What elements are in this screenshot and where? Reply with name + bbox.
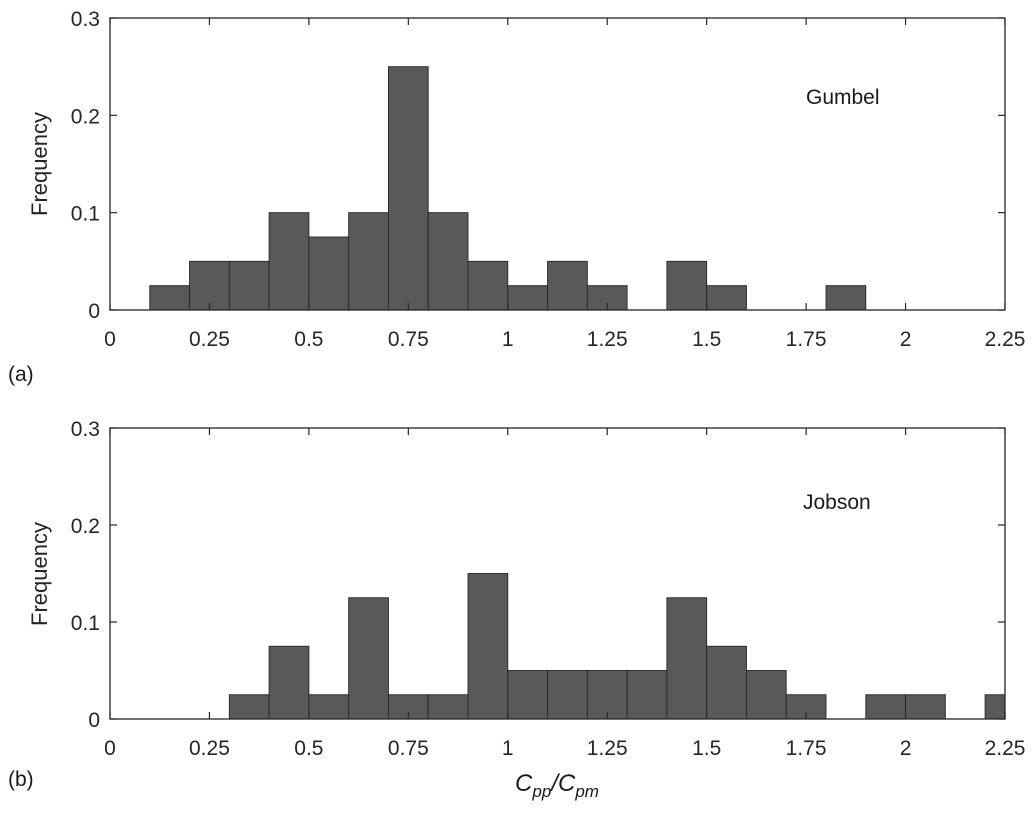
panel-b-label: (b) bbox=[8, 768, 34, 791]
panel-b-bar-9 bbox=[586, 670, 628, 719]
panel-a-bar-14 bbox=[825, 285, 867, 310]
panel-b-bar-7 bbox=[507, 670, 549, 719]
panel-b-x-tick-label-1: 0.25 bbox=[189, 737, 230, 760]
panel-a-bar-1 bbox=[189, 260, 230, 310]
panel-b-series-annotation: Jobson bbox=[803, 491, 871, 514]
panel-a-x-tick-labels: 0 0.25 0.5 0.75 1 1.25 1.5 1.75 2 2.25 bbox=[104, 328, 1025, 351]
panel-b-y-tick-labels: 0 0.1 0.2 0.3 bbox=[71, 418, 100, 732]
panel-b-axes-frame bbox=[109, 427, 1006, 720]
panel-a-bar-6 bbox=[387, 66, 429, 310]
panel-b-y-tick-label-0: 0 bbox=[88, 709, 100, 732]
panel-a-bar-12 bbox=[666, 260, 708, 310]
panel-b-y-tick-label-2: 0.2 bbox=[71, 515, 100, 538]
panel-b-bar-12 bbox=[706, 645, 747, 719]
panel-b-bars bbox=[228, 573, 1005, 719]
panel-b-y-axis-label: Frequency bbox=[27, 522, 52, 626]
panel-a-y-tick-labels: 0 0.1 0.2 0.3 bbox=[71, 8, 100, 323]
panel-b-bar-8 bbox=[547, 670, 588, 719]
panel-b-x-tick-label-2: 0.5 bbox=[294, 737, 323, 760]
panel-a-x-tick-label-0: 0 bbox=[104, 328, 116, 351]
panel-a-x-tick-label-2: 0.5 bbox=[294, 328, 323, 351]
panel-a-bar-13 bbox=[706, 285, 747, 310]
panel-b-ticks bbox=[109, 427, 1006, 720]
panel-b-jobson-histogram: 0 0.25 0.5 0.75 1 1.25 1.5 1.75 2 2.25 0 0.1 0.2 0.3… bbox=[8, 418, 1025, 801]
panel-a-y-tick-label-0: 0 bbox=[88, 300, 100, 323]
panel-b-x-tick-label-8: 2 bbox=[900, 737, 912, 760]
panel-a-gumbel-histogram: 0 0.25 0.5 0.75 1 1.25 1.5 1.75 2 2.25 0 0.1 0.2 0.3… bbox=[8, 8, 1025, 386]
panel-a-x-tick-label-6: 1.5 bbox=[692, 328, 721, 351]
panel-b-bar-13 bbox=[745, 670, 787, 719]
panel-a-bar-8 bbox=[467, 260, 509, 310]
panel-a-x-tick-label-1: 0.25 bbox=[189, 328, 230, 351]
panel-a-axes-frame bbox=[109, 17, 1006, 311]
panel-b-x-tick-labels: 0 0.25 0.5 0.75 1 1.25 1.5 1.75 2 2.25 bbox=[104, 737, 1025, 760]
panel-b-bar-1 bbox=[268, 645, 310, 719]
panel-b-x-tick-label-9: 2.25 bbox=[985, 737, 1026, 760]
panel-b-bar-3 bbox=[348, 597, 389, 719]
panel-b-x-tick-label-7: 1.75 bbox=[786, 737, 827, 760]
panel-a-series-annotation: Gumbel bbox=[806, 86, 880, 109]
panel-a-bar-3 bbox=[268, 212, 310, 310]
panel-b-bar-10 bbox=[626, 670, 668, 719]
panel-b-bar-15 bbox=[865, 694, 907, 719]
panel-b-x-axis-label: Cpp/Cpm bbox=[515, 770, 599, 801]
panel-a-bar-2 bbox=[228, 260, 270, 310]
panel-a-bar-0 bbox=[149, 285, 191, 310]
panel-a-x-tick-label-5: 1.25 bbox=[587, 328, 628, 351]
panel-b-bar-5 bbox=[427, 694, 469, 719]
panel-b-bar-0 bbox=[228, 694, 270, 719]
panel-a-bar-4 bbox=[308, 236, 350, 310]
panel-b-x-tick-label-6: 1.5 bbox=[692, 737, 721, 760]
panel-a-bar-7 bbox=[427, 212, 469, 310]
panel-b-bar-6 bbox=[467, 573, 509, 719]
panel-a-y-tick-label-1: 0.1 bbox=[71, 203, 100, 226]
panel-a-ticks bbox=[109, 17, 1006, 311]
panel-b-bar-2 bbox=[308, 694, 350, 719]
panel-a-bar-9 bbox=[507, 285, 549, 310]
panel-b-bar-16 bbox=[905, 694, 946, 719]
panel-b-y-tick-label-3: 0.3 bbox=[71, 418, 100, 441]
panel-a-bars bbox=[149, 66, 867, 310]
panel-b-x-tick-label-3: 0.75 bbox=[388, 737, 429, 760]
panel-a-x-tick-label-7: 1.75 bbox=[786, 328, 827, 351]
panel-a-y-tick-label-3: 0.3 bbox=[71, 8, 100, 31]
panel-b-bar-11 bbox=[666, 597, 708, 719]
panel-b-x-tick-label-4: 1 bbox=[502, 737, 514, 760]
panel-b-x-tick-label-5: 1.25 bbox=[587, 737, 628, 760]
panel-a-label: (a) bbox=[8, 363, 34, 386]
panel-b-x-tick-label-0: 0 bbox=[104, 737, 116, 760]
panel-a-y-axis-label: Frequency bbox=[27, 112, 52, 216]
panel-a-x-tick-label-8: 2 bbox=[900, 328, 912, 351]
panel-a-bar-5 bbox=[348, 212, 389, 310]
panel-a-y-tick-label-2: 0.2 bbox=[71, 105, 100, 128]
panel-a-x-tick-label-4: 1 bbox=[502, 328, 514, 351]
panel-a-x-tick-label-3: 0.75 bbox=[388, 328, 429, 351]
panel-a-bar-10 bbox=[547, 260, 588, 310]
panel-a-x-tick-label-9: 2.25 bbox=[985, 328, 1026, 351]
panel-b-y-tick-label-1: 0.1 bbox=[71, 612, 100, 635]
